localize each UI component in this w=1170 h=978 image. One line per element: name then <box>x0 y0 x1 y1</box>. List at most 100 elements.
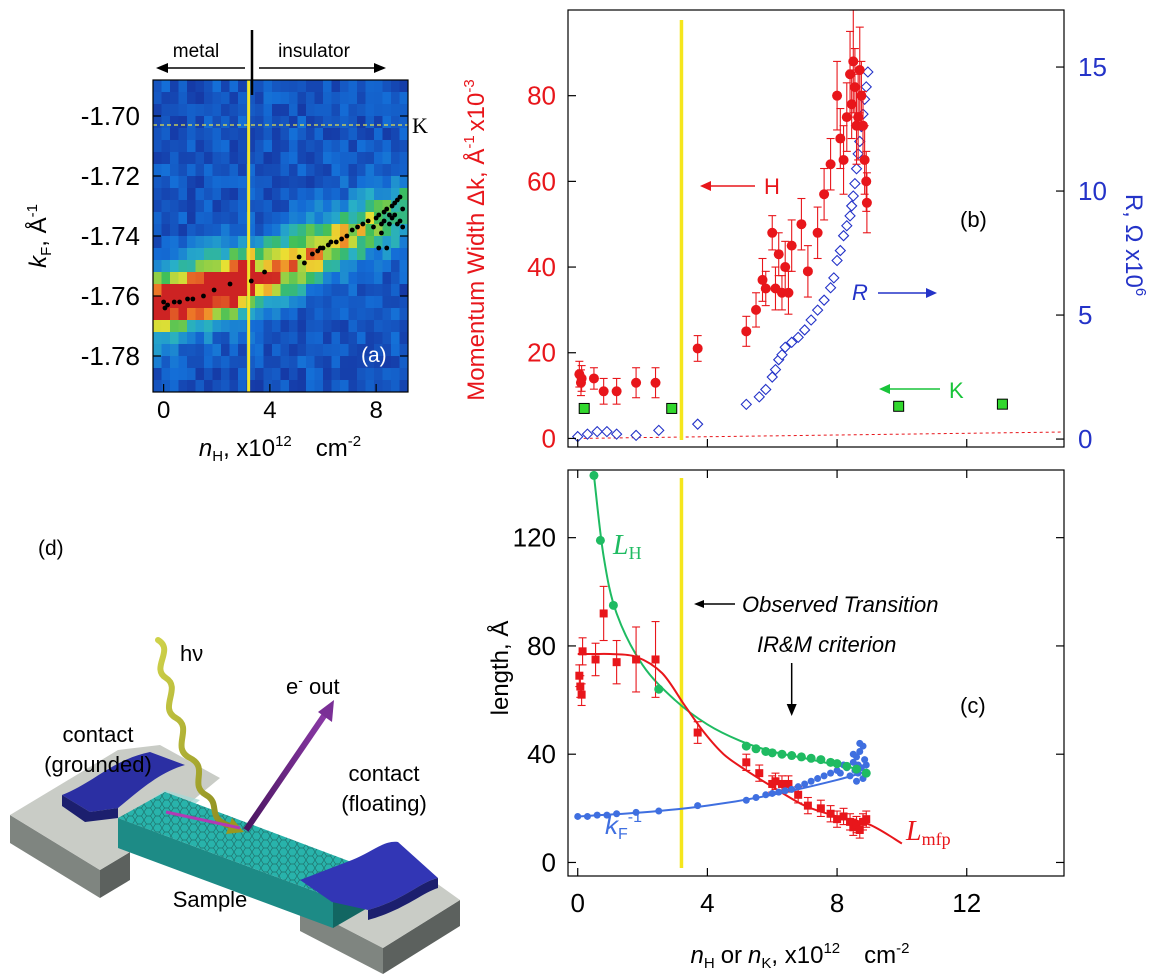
heatmap-cell <box>331 320 341 333</box>
heatmap-cell <box>204 248 214 261</box>
heatmap-cell <box>187 176 197 189</box>
heatmap-cell <box>246 356 256 369</box>
K-point <box>666 402 678 414</box>
kF-inv-point <box>655 807 663 815</box>
heatmap-cell <box>340 212 350 225</box>
y2-tick-label: 0 <box>1078 424 1092 454</box>
heatmap-cell <box>306 128 316 141</box>
heatmap-cell <box>212 176 222 189</box>
heatmap-cell <box>178 332 188 345</box>
heatmap-cell <box>391 188 401 201</box>
heatmap-cell <box>340 92 350 105</box>
heatmap-cell <box>357 116 367 129</box>
heatmap-cell <box>323 272 333 285</box>
heatmap-cell <box>323 116 333 129</box>
contact-right-line1: contact <box>349 761 420 786</box>
K-point <box>996 398 1008 410</box>
heatmap-cell <box>204 224 214 237</box>
heatmap-cell <box>323 260 333 273</box>
heatmap-cell <box>187 188 197 201</box>
heatmap-cell <box>365 116 375 129</box>
heatmap-cell <box>357 200 367 213</box>
heatmap-cell <box>255 152 265 165</box>
heatmap-cell <box>229 284 239 297</box>
R-point <box>837 229 850 242</box>
LH-point <box>741 741 751 751</box>
heatmap-cell <box>374 152 384 165</box>
Lmfp-point <box>599 609 608 618</box>
heatmap-cell <box>365 272 375 285</box>
heatmap-cell <box>178 140 188 153</box>
heatmap-cell <box>178 284 188 297</box>
heatmap-cell <box>331 140 341 153</box>
heatmap-cell <box>178 116 188 129</box>
heatmap-cell <box>357 152 367 165</box>
heatmap-cell <box>263 236 273 249</box>
heatmap-cell <box>399 344 408 357</box>
heatmap-cell <box>229 332 239 345</box>
heatmap-cell <box>238 260 248 273</box>
heatmap-cell <box>289 296 299 309</box>
heatmap-cell <box>382 140 392 153</box>
heatmap-cell <box>331 332 341 345</box>
heatmap-cell <box>314 320 324 333</box>
heatmap-cell <box>153 284 163 297</box>
kf-point <box>328 239 334 245</box>
heatmap-cell <box>365 212 375 225</box>
heatmap-cell <box>170 356 180 369</box>
heatmap-cell <box>178 188 188 201</box>
heatmap-cell <box>365 296 375 309</box>
heatmap-cell <box>178 92 188 105</box>
heatmap-cell <box>212 104 222 117</box>
heatmap-cell <box>238 236 248 249</box>
heatmap-cell <box>246 140 256 153</box>
heatmap-cell <box>280 116 290 129</box>
heatmap-cell <box>348 308 358 321</box>
heatmap-cell <box>272 356 282 369</box>
H-point <box>861 197 872 208</box>
heatmap-cell <box>246 320 256 333</box>
heatmap-cell <box>323 140 333 153</box>
heatmap-cell <box>221 80 231 93</box>
heatmap-cell <box>153 164 163 177</box>
heatmap-cell <box>289 80 299 93</box>
Lmfp-point <box>742 758 751 767</box>
heatmap-cell <box>204 140 214 153</box>
kf-point <box>296 254 302 260</box>
heatmap-cell <box>289 152 299 165</box>
kf-point <box>381 218 387 224</box>
heatmap-cell <box>255 356 265 369</box>
heatmap-cell <box>348 332 358 345</box>
heatmap-cell <box>263 260 273 273</box>
heatmap-cell <box>365 332 375 345</box>
k-line-label: K <box>412 113 428 138</box>
heatmap-cell <box>348 368 358 381</box>
heatmap-cell <box>204 356 214 369</box>
H-point <box>611 386 622 397</box>
heatmap-cell <box>314 80 324 93</box>
photon-label: hν <box>180 641 203 666</box>
heatmap-cell <box>399 152 408 165</box>
heatmap-cell <box>153 236 163 249</box>
heatmap-cell <box>374 212 384 225</box>
heatmap-cell <box>178 308 188 321</box>
heatmap-cell <box>221 332 231 345</box>
R-point <box>834 244 847 257</box>
heatmap-cell <box>374 248 384 261</box>
kF-inv-point <box>775 788 783 796</box>
heatmap-cell <box>323 284 333 297</box>
heatmap-cell <box>365 164 375 177</box>
H-annotation: H <box>764 174 780 199</box>
y-tick-label: -1.76 <box>81 281 140 311</box>
heatmap-cell <box>374 344 384 357</box>
heatmap-cell <box>161 320 171 333</box>
heatmap-cell <box>374 104 384 117</box>
heatmap-cell <box>212 224 222 237</box>
H-point <box>796 219 807 230</box>
heatmap-cell <box>204 92 214 105</box>
y-tick-label: 80 <box>527 631 556 661</box>
heatmap-cell <box>238 188 248 201</box>
kf-point <box>376 245 382 251</box>
R-point <box>630 429 642 442</box>
heatmap-cell <box>246 104 256 117</box>
